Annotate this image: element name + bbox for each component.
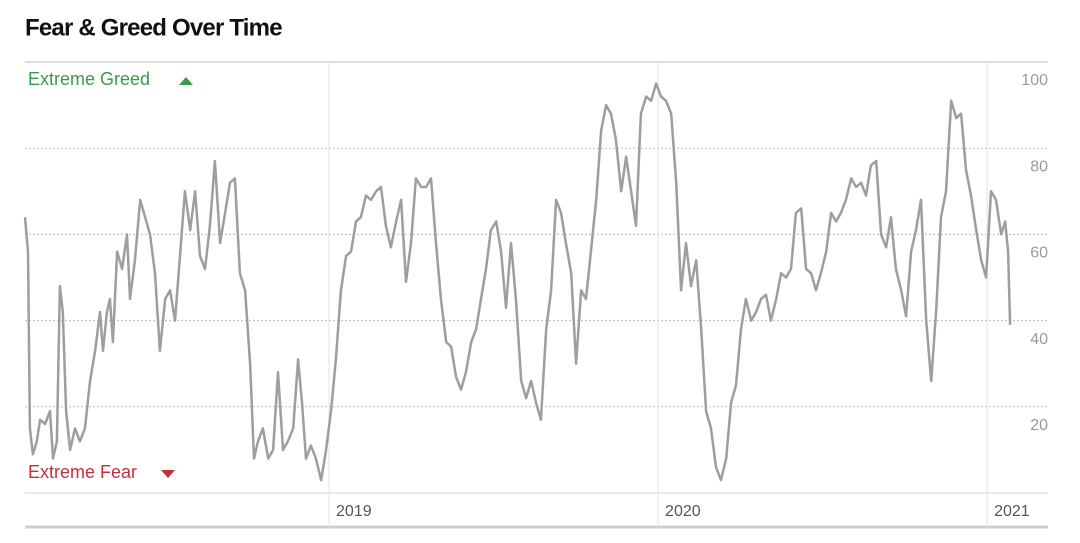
down-arrow: [161, 470, 175, 478]
y-tick-label: 40: [1030, 331, 1048, 348]
fear-label: Extreme Fear: [28, 462, 137, 482]
plot: [23, 82, 1012, 482]
up-arrow: [179, 77, 193, 85]
y-tick-label: 60: [1030, 245, 1048, 262]
x-tick-label: 2021: [994, 503, 1030, 520]
y-tick-label: 100: [1021, 72, 1048, 89]
x-tick-label: 2020: [665, 503, 701, 520]
grid: 20 40 60 80 100 2019 2020 2021: [25, 61, 1048, 527]
y-tick-label: 80: [1030, 158, 1048, 175]
y-tick-label: 20: [1030, 417, 1048, 434]
line-series: [23, 82, 1012, 482]
x-tick-label: 2019: [336, 503, 372, 520]
chart-title: Fear & Greed Over Time: [25, 14, 282, 41]
greed-label: Extreme Greed: [28, 69, 150, 89]
